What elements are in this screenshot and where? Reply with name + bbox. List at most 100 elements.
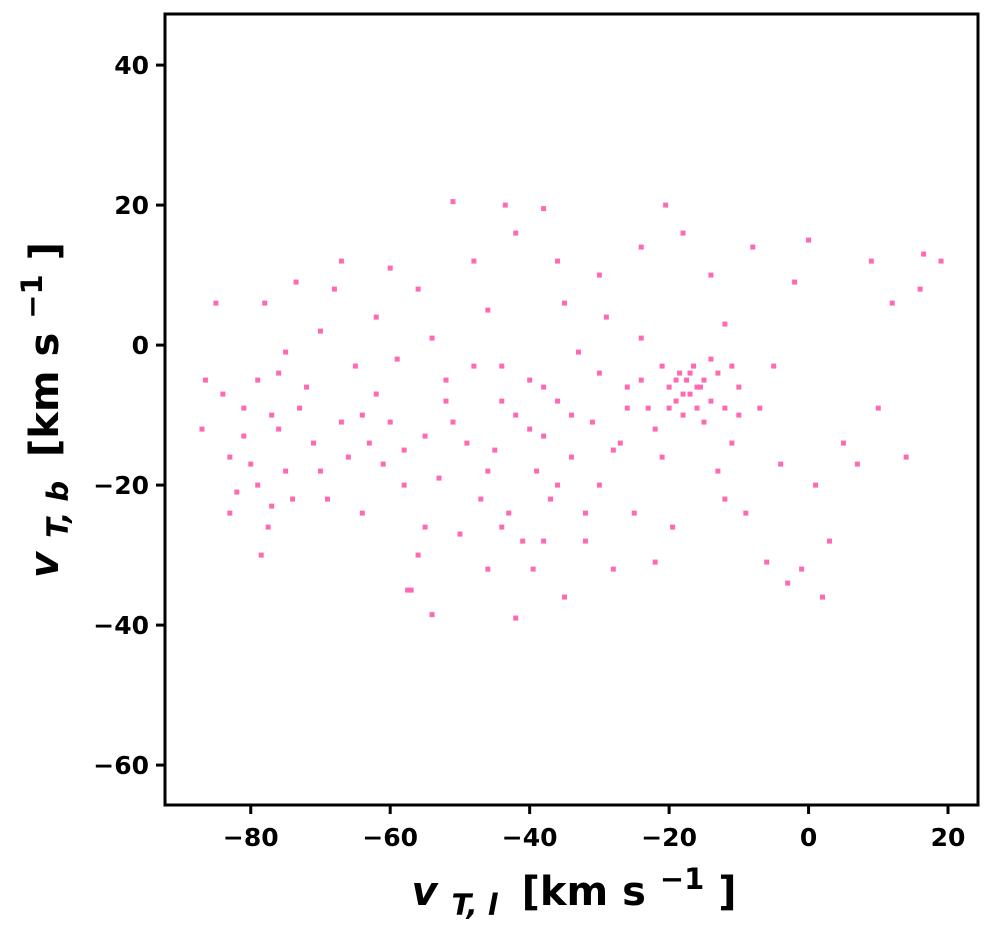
data-point [659, 363, 665, 369]
data-point [457, 531, 463, 537]
data-point [638, 335, 644, 341]
data-point [687, 370, 693, 376]
data-point [875, 405, 881, 411]
x-axis-label: v T, l [km s −1 ] [411, 853, 736, 925]
data-point [820, 594, 826, 600]
data-point [276, 370, 282, 376]
data-point [701, 377, 707, 383]
data-point [729, 363, 735, 369]
data-point [394, 356, 400, 362]
y-axis-label-sub: T, b [41, 481, 75, 538]
x-axis-label-units: [km s [522, 869, 646, 915]
data-point [569, 412, 574, 418]
data-point [596, 370, 602, 376]
data-point [938, 258, 944, 264]
data-point [366, 440, 372, 446]
data-point [722, 496, 728, 502]
data-point [638, 377, 644, 383]
data-point [352, 363, 358, 369]
y-tick-label: 40 [114, 51, 149, 80]
data-point [359, 510, 365, 516]
data-point [610, 566, 616, 572]
data-point [663, 202, 669, 208]
data-point [826, 538, 832, 544]
data-point [589, 419, 595, 425]
data-point [541, 206, 547, 212]
data-point [652, 426, 658, 432]
data-point [359, 412, 365, 418]
x-tick-label: 20 [931, 823, 966, 852]
data-point [464, 440, 470, 446]
data-point [499, 524, 505, 530]
data-point [227, 454, 233, 460]
x-tick-label: −60 [362, 823, 418, 852]
data-point [610, 447, 616, 453]
data-point [596, 482, 602, 488]
data-point [868, 258, 874, 264]
data-point [429, 612, 435, 618]
data-point [687, 391, 693, 397]
data-point [708, 272, 714, 278]
data-point [234, 489, 240, 495]
x-axis-label-var: v [411, 869, 439, 915]
data-point [680, 412, 686, 418]
data-point [715, 370, 721, 376]
data-point [840, 440, 846, 446]
data-point [694, 405, 700, 411]
data-point [527, 377, 533, 383]
x-axis-label-close: ] [718, 869, 736, 915]
y-tick-label: 0 [132, 331, 149, 360]
y-axis-label-exp: −1 [15, 274, 49, 318]
data-point [771, 363, 777, 369]
data-point [691, 363, 697, 369]
data-point [708, 398, 714, 404]
data-point [764, 559, 770, 565]
data-point [684, 377, 690, 383]
y-tick-label: −20 [93, 471, 149, 500]
data-point [345, 454, 351, 460]
data-point [293, 279, 299, 285]
data-point [290, 496, 296, 502]
data-point [548, 496, 554, 502]
data-point [697, 384, 703, 390]
data-point [258, 552, 264, 558]
data-point [750, 244, 756, 250]
x-axis: −80 −60 −40 −20 0 20 [223, 805, 966, 852]
data-point [241, 433, 247, 439]
data-points [199, 199, 944, 621]
data-point [499, 363, 505, 369]
data-point [555, 398, 561, 404]
data-point [799, 566, 805, 572]
data-point [582, 510, 588, 516]
data-point [387, 265, 393, 271]
data-point [736, 384, 742, 390]
data-point [338, 258, 344, 264]
data-point [813, 482, 819, 488]
data-point [199, 426, 205, 432]
data-point [624, 405, 630, 411]
data-point [670, 524, 676, 530]
data-point [499, 398, 505, 404]
data-point [276, 426, 282, 432]
data-point [666, 405, 672, 411]
x-tick-label: −80 [223, 823, 279, 852]
data-point [555, 482, 561, 488]
data-point [806, 237, 812, 243]
data-point [485, 307, 491, 313]
data-point [520, 538, 526, 544]
data-point [213, 300, 219, 306]
x-tick-label: −40 [502, 823, 558, 852]
data-point [677, 370, 683, 376]
data-point [513, 412, 519, 418]
data-point [485, 468, 491, 474]
data-point [722, 405, 728, 411]
data-point [373, 314, 379, 320]
data-point [202, 377, 208, 383]
data-point [708, 356, 714, 362]
x-tick-label: 0 [800, 823, 817, 852]
data-point [283, 468, 289, 474]
data-point [297, 405, 303, 411]
data-point [645, 405, 651, 411]
data-point [450, 199, 456, 205]
data-point [555, 258, 561, 264]
